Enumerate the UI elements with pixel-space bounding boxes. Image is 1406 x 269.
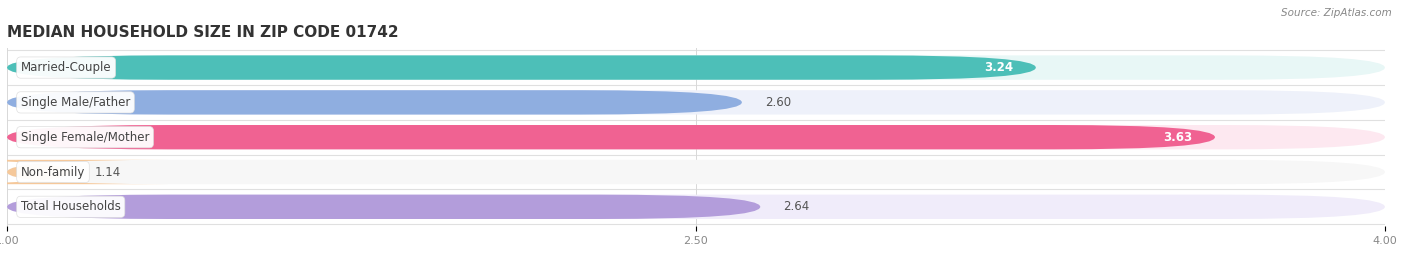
Text: Single Male/Father: Single Male/Father (21, 96, 131, 109)
Text: 2.64: 2.64 (783, 200, 810, 213)
FancyBboxPatch shape (7, 125, 1385, 149)
FancyBboxPatch shape (7, 90, 1385, 115)
Text: 3.63: 3.63 (1163, 131, 1192, 144)
Text: 3.24: 3.24 (984, 61, 1012, 74)
Text: 2.60: 2.60 (765, 96, 792, 109)
Text: Married-Couple: Married-Couple (21, 61, 111, 74)
Text: Non-family: Non-family (21, 165, 86, 179)
FancyBboxPatch shape (7, 160, 1385, 184)
Text: Total Households: Total Households (21, 200, 121, 213)
Text: Single Female/Mother: Single Female/Mother (21, 131, 149, 144)
Text: 1.14: 1.14 (94, 165, 121, 179)
Text: Source: ZipAtlas.com: Source: ZipAtlas.com (1281, 8, 1392, 18)
FancyBboxPatch shape (7, 195, 761, 219)
Text: MEDIAN HOUSEHOLD SIZE IN ZIP CODE 01742: MEDIAN HOUSEHOLD SIZE IN ZIP CODE 01742 (7, 25, 399, 40)
FancyBboxPatch shape (7, 90, 742, 115)
FancyBboxPatch shape (0, 160, 167, 184)
FancyBboxPatch shape (7, 195, 1385, 219)
FancyBboxPatch shape (7, 125, 1215, 149)
FancyBboxPatch shape (7, 55, 1036, 80)
FancyBboxPatch shape (7, 55, 1385, 80)
